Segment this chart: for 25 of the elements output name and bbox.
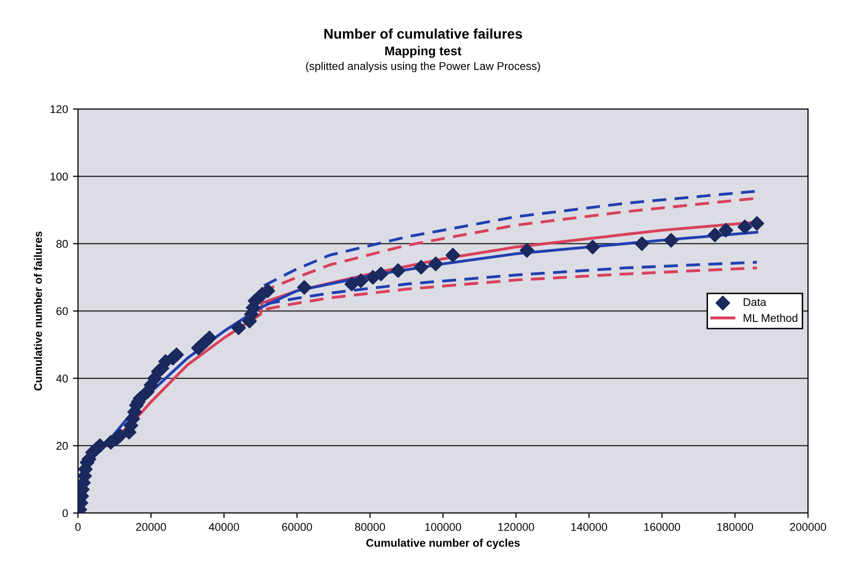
x-tick-label: 200000: [790, 523, 826, 531]
x-tick-label: 140000: [571, 523, 608, 531]
y-tick-label: 20: [56, 442, 68, 450]
x-tick-label: 0: [75, 523, 81, 531]
x-tick-label: 180000: [717, 523, 754, 531]
y-tick-label: 80: [56, 240, 68, 248]
y-tick-label: 100: [50, 172, 68, 180]
y-tick-label: 40: [56, 374, 68, 382]
x-tick-label: 80000: [355, 523, 386, 531]
x-tick-label: 120000: [498, 523, 534, 531]
chart-subtitle: Mapping test: [385, 46, 462, 58]
y-tick-label: 60: [56, 307, 68, 316]
y-axis-title: Cumulative number of failures: [34, 232, 42, 390]
x-tick-label: 20000: [136, 523, 166, 531]
text: (splitted analysis using the Power Law Process): [306, 62, 540, 72]
x-axis-title: Cumulative number of cycles: [366, 538, 520, 549]
y-tick-label: 0: [62, 509, 68, 518]
x-tick-label: 100000: [425, 523, 462, 531]
y-tick-label: 120: [50, 105, 68, 114]
x-tick-label: 60000: [282, 523, 312, 531]
legend-label: ML Method: [744, 314, 798, 322]
x-tick-label: 40000: [208, 523, 240, 531]
legend-label: Data: [744, 298, 766, 306]
x-tick-label: 160000: [644, 523, 680, 531]
chart-title: Number of cumulative failures: [324, 28, 522, 39]
